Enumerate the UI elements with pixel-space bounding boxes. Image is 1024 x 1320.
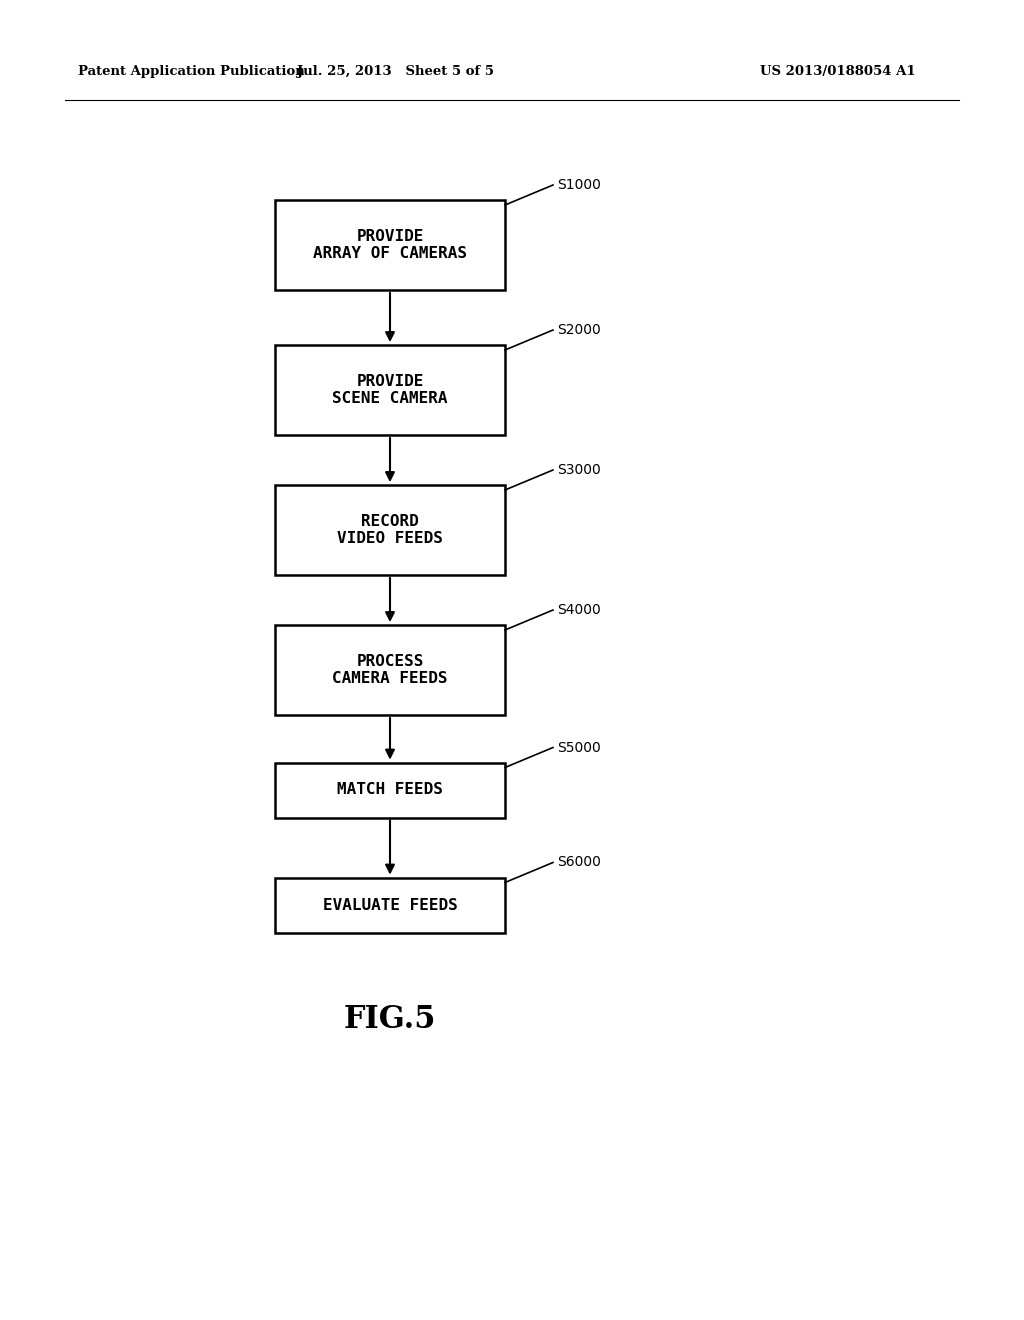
Text: EVALUATE FEEDS: EVALUATE FEEDS: [323, 898, 458, 912]
Text: US 2013/0188054 A1: US 2013/0188054 A1: [760, 66, 915, 78]
Text: RECORD
VIDEO FEEDS: RECORD VIDEO FEEDS: [337, 513, 443, 546]
Text: S2000: S2000: [557, 323, 601, 337]
Text: MATCH FEEDS: MATCH FEEDS: [337, 783, 443, 797]
Text: Jul. 25, 2013   Sheet 5 of 5: Jul. 25, 2013 Sheet 5 of 5: [297, 66, 494, 78]
Text: PROVIDE
ARRAY OF CAMERAS: PROVIDE ARRAY OF CAMERAS: [313, 228, 467, 261]
Bar: [275, 484, 505, 576]
Text: S6000: S6000: [557, 855, 601, 870]
Bar: [275, 763, 505, 817]
Text: PROVIDE
SCENE CAMERA: PROVIDE SCENE CAMERA: [332, 374, 447, 407]
Text: PROCESS
CAMERA FEEDS: PROCESS CAMERA FEEDS: [332, 653, 447, 686]
Bar: [275, 624, 505, 715]
Bar: [275, 201, 505, 290]
Text: S3000: S3000: [557, 463, 601, 477]
Text: FIG.5: FIG.5: [344, 1005, 436, 1035]
Bar: [275, 345, 505, 436]
Text: Patent Application Publication: Patent Application Publication: [78, 66, 305, 78]
Text: S1000: S1000: [557, 178, 601, 191]
Bar: [275, 878, 505, 932]
Text: S4000: S4000: [557, 603, 601, 616]
Text: S5000: S5000: [557, 741, 601, 755]
